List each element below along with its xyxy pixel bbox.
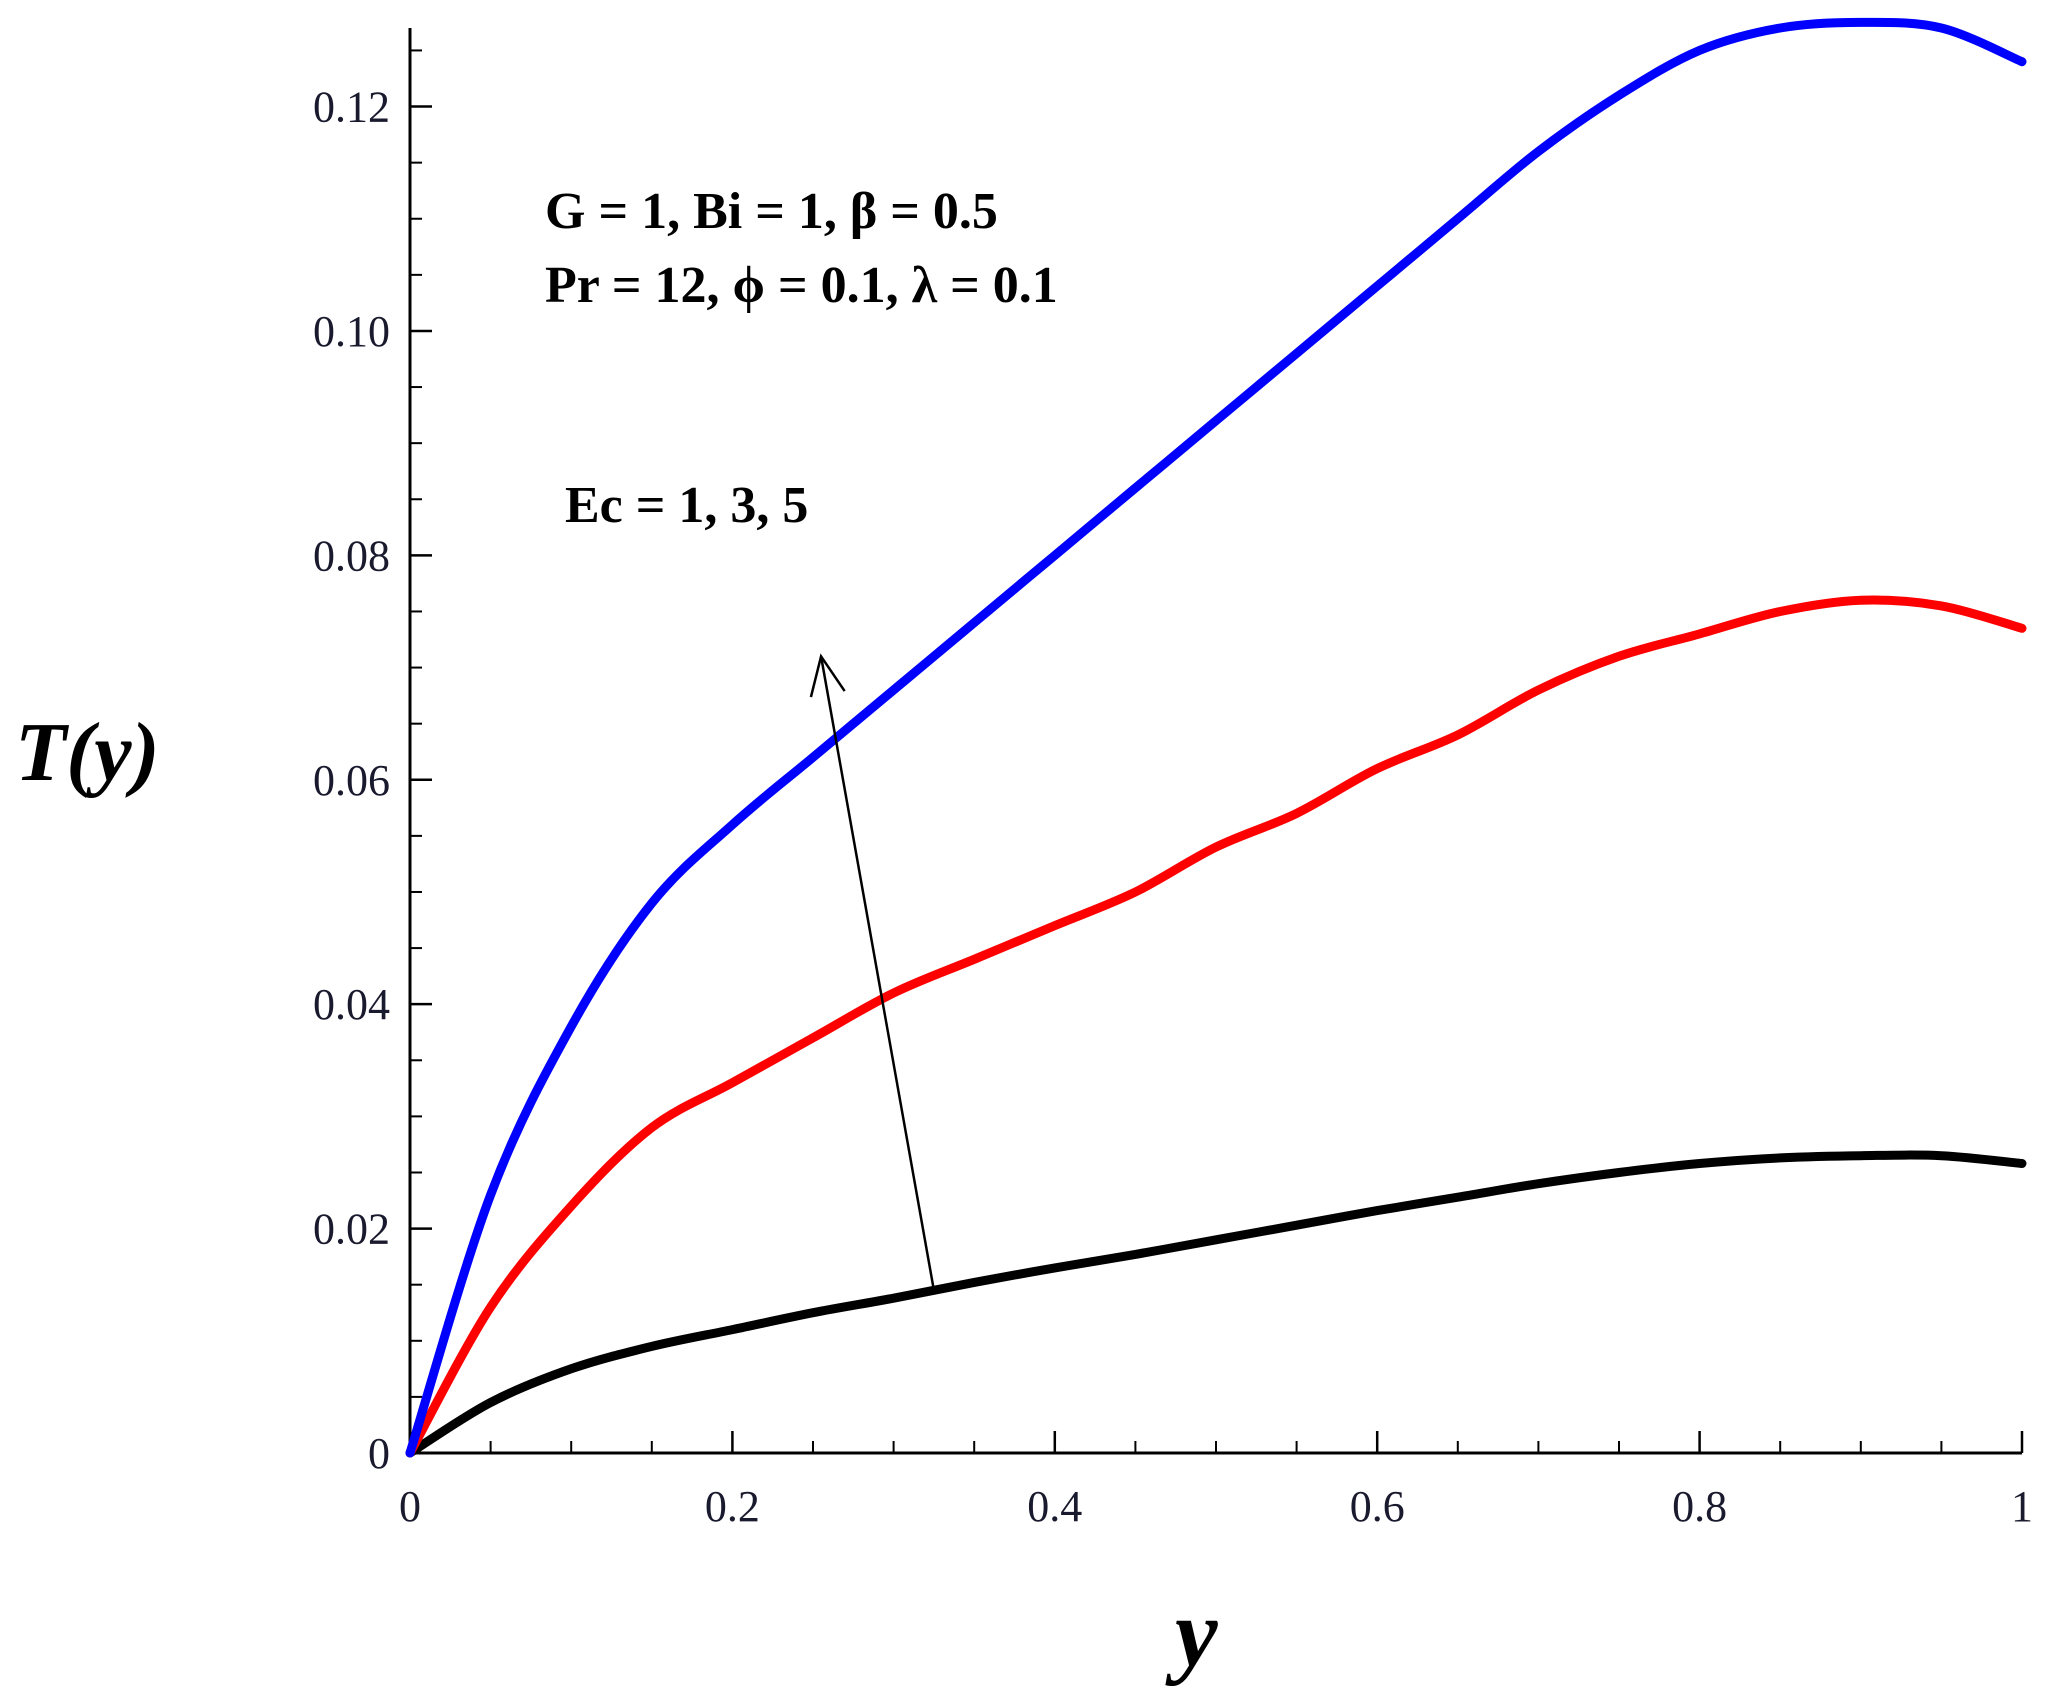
y-axis-title: T(y) bbox=[15, 706, 160, 799]
ec-increase-arrow bbox=[809, 653, 936, 1291]
x-tick-label: 0.2 bbox=[705, 1482, 760, 1531]
x-tick-label: 0 bbox=[399, 1482, 421, 1531]
y-tick-label: 0.08 bbox=[313, 531, 390, 580]
x-tick-label: 1 bbox=[2011, 1482, 2033, 1531]
y-tick-label: 0 bbox=[368, 1429, 390, 1478]
y-tick-label: 0.02 bbox=[313, 1205, 390, 1254]
series-line-1 bbox=[405, 1150, 2027, 1458]
arrow-shaft bbox=[819, 656, 936, 1291]
parameter-annotation-line-2: Pr = 12, ϕ = 0.1, λ = 0.1 bbox=[545, 257, 1058, 314]
series-line-2 bbox=[405, 595, 2027, 1458]
y-tick-label: 0.04 bbox=[313, 980, 390, 1029]
series-group bbox=[405, 17, 2027, 1458]
x-tick-label: 0.6 bbox=[1350, 1482, 1405, 1531]
y-tick-label: 0.10 bbox=[313, 307, 390, 356]
y-tick-label: 0.12 bbox=[313, 83, 390, 132]
parameter-annotation-line-1: G = 1, Bi = 1, β = 0.5 bbox=[545, 183, 998, 240]
x-tick-label: 0.8 bbox=[1672, 1482, 1727, 1531]
minor-ticks bbox=[410, 49, 1943, 1453]
x-tick-label: 0.4 bbox=[1027, 1482, 1082, 1531]
y-tick-label: 0.06 bbox=[313, 756, 390, 805]
series-line-3 bbox=[405, 17, 2027, 1458]
arrow-head bbox=[809, 653, 846, 698]
ec-arrow-label: Ec = 1, 3, 5 bbox=[565, 477, 808, 534]
tick-labels: 0 0.2 0.4 0.6 0.8 1 0 0.02 0.04 0.06 0.08 0.10 0.12 bbox=[313, 83, 2033, 1531]
x-axis-title: y bbox=[1165, 1579, 1218, 1686]
